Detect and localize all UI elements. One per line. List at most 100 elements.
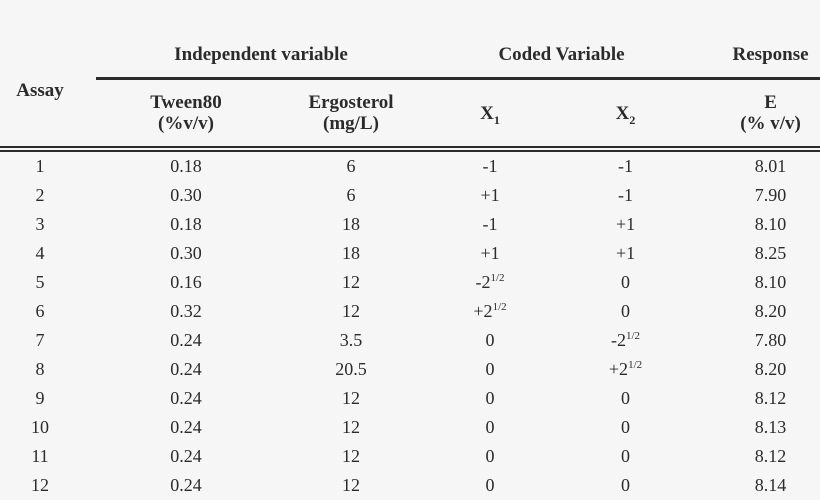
response-cell: 8.12 bbox=[754, 388, 787, 408]
x1-cell-value: -2 bbox=[475, 272, 491, 292]
tween80-cell: 0.18 bbox=[170, 214, 202, 234]
x2-cell: -21/2 bbox=[554, 326, 697, 355]
x2-cell: 0 bbox=[554, 297, 697, 326]
x2-cell-value: 0 bbox=[621, 272, 631, 292]
ergosterol-label: Ergosterol bbox=[308, 92, 394, 113]
ergosterol-cell: 12 bbox=[342, 446, 360, 466]
ergosterol-cell: 12 bbox=[342, 417, 360, 437]
x2-cell-value: -1 bbox=[618, 156, 634, 176]
response-cell: 8.10 bbox=[754, 214, 787, 234]
table-header: Assay Independent variable Coded Variabl… bbox=[0, 0, 820, 152]
x1-column-header: X1 bbox=[426, 78, 555, 152]
x2-cell: 0 bbox=[554, 471, 697, 500]
tween80-cell: 0.30 bbox=[170, 243, 202, 263]
x2-cell: 0 bbox=[554, 413, 697, 442]
response-cell: 8.20 bbox=[754, 301, 787, 321]
response-group-header: Response bbox=[697, 0, 820, 80]
response-cell: 8.12 bbox=[754, 446, 787, 466]
x1-cell: 0 bbox=[426, 326, 554, 355]
x1-cell: 0 bbox=[426, 442, 554, 471]
response-cell: 7.80 bbox=[754, 330, 787, 350]
x1-cell-value: 0 bbox=[485, 359, 495, 379]
table-row: 1 0.18 6 -1 -1 8.01 bbox=[0, 149, 820, 181]
ergosterol-cell: 20.5 bbox=[335, 359, 367, 379]
x1-cell-value: 0 bbox=[485, 417, 495, 437]
assay-cell: 1 bbox=[35, 156, 45, 176]
ergosterol-cell: 12 bbox=[342, 388, 360, 408]
x2-cell: +1 bbox=[554, 239, 697, 268]
tween80-cell: 0.24 bbox=[170, 359, 202, 379]
x1-cell-value: +1 bbox=[480, 185, 500, 205]
table-row: 3 0.18 18 -1 +1 8.10 bbox=[0, 210, 820, 239]
x2-cell-exponent: 1/2 bbox=[625, 330, 641, 342]
response-cell: 8.14 bbox=[754, 475, 787, 495]
x1-cell: +21/2 bbox=[426, 297, 554, 326]
table-body: 1 0.18 6 -1 -1 8.01 2 0.30 6 +1 -1 7.90 3 0.18 18 -1 +1 8… bbox=[0, 149, 820, 500]
assay-cell: 12 bbox=[31, 475, 49, 495]
response-cell: 8.01 bbox=[754, 156, 787, 176]
response-unit-label: (% v/v) bbox=[740, 113, 801, 134]
x2-cell-value: 0 bbox=[621, 475, 631, 495]
table-row: 8 0.24 20.5 0 +21/2 8.20 bbox=[0, 355, 820, 384]
x2-cell: +1 bbox=[554, 210, 697, 239]
x2-column-header: X2 bbox=[554, 78, 698, 152]
table-row: 6 0.32 12 +21/2 0 8.20 bbox=[0, 297, 820, 326]
table-row: 5 0.16 12 -21/2 0 8.10 bbox=[0, 268, 820, 297]
x1-cell-value: 0 bbox=[485, 388, 495, 408]
ergosterol-column-header: Ergosterol (mg/L) bbox=[276, 78, 427, 152]
response-cell: 8.25 bbox=[754, 243, 787, 263]
tween80-cell: 0.32 bbox=[170, 301, 202, 321]
x1-cell-value: +2 bbox=[473, 301, 493, 321]
response-e-column-header: E (% v/v) bbox=[697, 78, 820, 152]
x1-cell: -1 bbox=[426, 210, 554, 239]
assay-cell: 3 bbox=[35, 214, 45, 234]
table-row: 2 0.30 6 +1 -1 7.90 bbox=[0, 181, 820, 210]
x2-cell-value: +1 bbox=[615, 214, 636, 234]
table-row: 7 0.24 3.5 0 -21/2 7.80 bbox=[0, 326, 820, 355]
assay-cell: 11 bbox=[31, 446, 49, 466]
assay-cell: 9 bbox=[35, 388, 45, 408]
x1-symbol: X bbox=[480, 102, 494, 124]
x2-cell: +21/2 bbox=[554, 355, 697, 384]
x2-cell-value: -2 bbox=[610, 330, 626, 350]
independent-variable-group-header: Independent variable bbox=[96, 0, 427, 80]
x2-cell: 0 bbox=[554, 268, 697, 297]
x2-cell: -1 bbox=[554, 149, 697, 181]
tween80-cell: 0.16 bbox=[170, 272, 202, 292]
tween80-cell: 0.24 bbox=[170, 330, 202, 350]
assay-cell: 6 bbox=[35, 301, 45, 321]
x1-cell: -1 bbox=[426, 149, 554, 181]
tween80-label: Tween80 bbox=[150, 92, 222, 113]
tween80-column-header: Tween80 (%v/v) bbox=[96, 78, 276, 152]
x1-cell-value: 0 bbox=[485, 446, 495, 466]
x1-cell: 0 bbox=[426, 384, 554, 413]
table-row: 10 0.24 12 0 0 8.13 bbox=[0, 413, 820, 442]
response-cell: 7.90 bbox=[754, 185, 787, 205]
x1-cell: +1 bbox=[426, 239, 554, 268]
assay-cell: 10 bbox=[31, 417, 49, 437]
x1-cell-value: 0 bbox=[485, 330, 495, 350]
assay-column-header: Assay bbox=[0, 0, 96, 152]
ergosterol-cell: 12 bbox=[342, 272, 360, 292]
table-row: 12 0.24 12 0 0 8.14 bbox=[0, 471, 820, 500]
assay-cell: 4 bbox=[35, 243, 45, 263]
x1-cell-value: -1 bbox=[482, 214, 498, 234]
tween80-cell: 0.18 bbox=[170, 156, 202, 176]
response-cell: 8.20 bbox=[754, 359, 787, 379]
x1-cell-exponent: 1/2 bbox=[490, 272, 505, 284]
x1-cell-value: -1 bbox=[482, 156, 498, 176]
x1-cell-exponent: 1/2 bbox=[492, 301, 507, 313]
assay-cell: 2 bbox=[35, 185, 45, 205]
tween80-cell: 0.24 bbox=[170, 417, 202, 437]
x2-cell-value: +2 bbox=[608, 359, 629, 379]
x2-cell: 0 bbox=[554, 442, 697, 471]
ergosterol-cell: 6 bbox=[346, 156, 356, 176]
x1-cell: +1 bbox=[426, 181, 554, 210]
x2-cell: -1 bbox=[554, 181, 697, 210]
x1-cell: 0 bbox=[426, 471, 554, 500]
x2-cell: 0 bbox=[554, 384, 697, 413]
x2-cell-value: +1 bbox=[615, 243, 636, 263]
x1-cell-value: +1 bbox=[480, 243, 500, 263]
tween80-cell: 0.24 bbox=[170, 446, 202, 466]
